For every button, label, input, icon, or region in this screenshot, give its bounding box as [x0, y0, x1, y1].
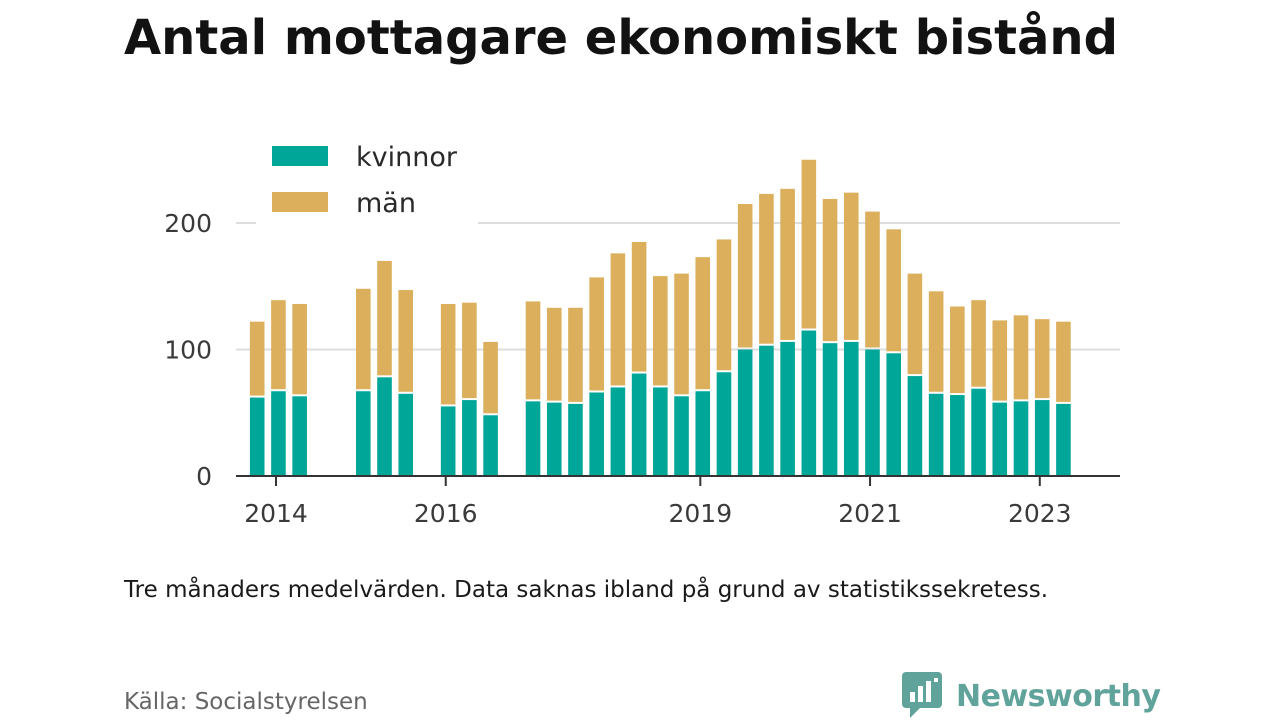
bar-kvinnor: [950, 395, 965, 476]
bar-kvinnor: [886, 353, 901, 476]
bar-kvinnor: [440, 406, 456, 476]
bar-man: [865, 211, 880, 348]
bar-kvinnor: [525, 401, 541, 476]
bar-kvinnor: [992, 402, 1008, 476]
bar-kvinnor: [462, 400, 477, 476]
x-tick-label: 2023: [1008, 499, 1072, 528]
x-axis: 2014 2016 2019 2021 2023: [236, 475, 1120, 528]
bar-kvinnor: [355, 391, 371, 476]
bar-kvinnor: [271, 391, 286, 476]
bar-kvinnor: [1013, 401, 1029, 476]
x-tick-label: 2021: [838, 499, 902, 528]
bar-kvinnor: [843, 341, 859, 476]
bar-man: [801, 159, 817, 329]
bar-kvinnor: [971, 388, 986, 476]
y-tick-label: 0: [196, 462, 212, 491]
bar-man: [759, 193, 774, 344]
bar-man: [971, 300, 986, 387]
newsworthy-logo-icon: [902, 672, 942, 718]
bar-kvinnor: [292, 396, 307, 476]
bar-kvinnor: [589, 392, 604, 476]
bar-man: [377, 260, 392, 376]
bar-kvinnor: [568, 403, 583, 476]
bar-man: [546, 307, 562, 401]
legend-swatch: [272, 146, 328, 166]
bar-man: [1056, 321, 1071, 402]
bar-kvinnor: [377, 377, 392, 476]
bar-kvinnor: [780, 341, 795, 476]
bar-man: [780, 188, 795, 340]
bar-man: [462, 302, 477, 399]
bar-man: [716, 239, 732, 371]
bar-kvinnor: [928, 393, 944, 476]
chart-title: Antal mottagare ekonomiskt bistånd: [124, 10, 1118, 66]
bar-kvinnor: [398, 393, 414, 476]
bar-kvinnor: [631, 373, 647, 476]
bar-man: [292, 303, 307, 395]
bar-man: [674, 273, 689, 395]
legend-label: män: [356, 188, 416, 219]
bars: [249, 159, 1071, 476]
brand-logo[interactable]: Newsworthy: [902, 672, 1161, 720]
bar-man: [589, 277, 604, 391]
bar-man: [886, 229, 901, 352]
bar-man: [928, 291, 944, 392]
bar-kvinnor: [822, 343, 838, 476]
bar-man: [355, 288, 371, 390]
bar-kvinnor: [737, 349, 753, 476]
bar-man: [822, 198, 838, 342]
x-tick-label: 2016: [414, 499, 478, 528]
chart-note: Tre månaders medelvärden. Data saknas ib…: [124, 577, 1049, 603]
legend-swatch: [272, 192, 328, 212]
bar-man: [249, 321, 265, 396]
bar-man: [483, 341, 498, 414]
bar-man: [992, 320, 1008, 401]
bar-man: [843, 192, 859, 340]
bar-kvinnor: [249, 397, 265, 476]
bar-kvinnor: [907, 376, 923, 476]
x-tick-label: 2019: [669, 499, 733, 528]
bar-kvinnor: [674, 396, 689, 476]
bar-man: [907, 273, 923, 375]
bar-man: [653, 276, 668, 386]
bar-man: [610, 253, 626, 386]
bar-man: [737, 204, 753, 348]
bar-kvinnor: [759, 345, 774, 476]
chart-area: 2014 2016 2019 2021 2023 0 100 200 kvinnor män: [164, 134, 1120, 528]
bar-man: [568, 307, 583, 402]
bar-kvinnor: [1056, 403, 1071, 476]
source-label: Källa: Socialstyrelsen: [124, 689, 368, 715]
bar-kvinnor: [695, 391, 711, 476]
bar-kvinnor: [716, 372, 732, 476]
bar-kvinnor: [653, 387, 668, 476]
brand-name: Newsworthy: [956, 678, 1161, 714]
bar-kvinnor: [801, 330, 817, 476]
y-axis-ticks: 0 100 200: [164, 209, 212, 491]
bar-man: [271, 300, 286, 390]
y-tick-label: 200: [164, 209, 212, 238]
x-tick-label: 2014: [244, 499, 308, 528]
legend: kvinnor män: [256, 134, 478, 226]
bar-man: [440, 303, 456, 405]
bar-kvinnor: [865, 349, 880, 476]
bar-kvinnor: [1034, 400, 1050, 476]
bar-kvinnor: [610, 387, 626, 476]
bar-man: [1013, 315, 1029, 400]
bar-man: [1034, 319, 1050, 399]
bar-man: [398, 290, 414, 392]
bar-kvinnor: [546, 402, 562, 476]
bar-man: [631, 241, 647, 372]
bar-man: [950, 306, 965, 394]
legend-label: kvinnor: [356, 142, 458, 173]
bar-man: [695, 257, 711, 390]
y-tick-label: 100: [164, 336, 212, 365]
bar-kvinnor: [483, 415, 498, 476]
bar-man: [525, 301, 541, 400]
